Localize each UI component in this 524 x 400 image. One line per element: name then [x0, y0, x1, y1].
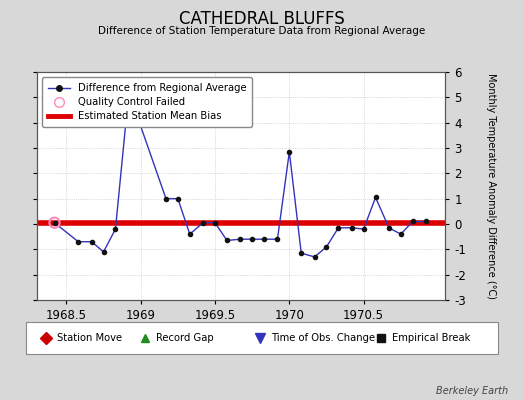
Text: Difference of Station Temperature Data from Regional Average: Difference of Station Temperature Data f… [99, 26, 425, 36]
Text: Berkeley Earth: Berkeley Earth [436, 386, 508, 396]
Text: Time of Obs. Change: Time of Obs. Change [271, 333, 376, 343]
Point [50, 220, 59, 226]
Legend: Difference from Regional Average, Quality Control Failed, Estimated Station Mean: Difference from Regional Average, Qualit… [42, 77, 252, 127]
Text: Empirical Break: Empirical Break [392, 333, 471, 343]
Y-axis label: Monthly Temperature Anomaly Difference (°C): Monthly Temperature Anomaly Difference (… [486, 73, 496, 299]
Text: Record Gap: Record Gap [156, 333, 214, 343]
Text: CATHEDRAL BLUFFS: CATHEDRAL BLUFFS [179, 10, 345, 28]
Text: Station Move: Station Move [57, 333, 122, 343]
